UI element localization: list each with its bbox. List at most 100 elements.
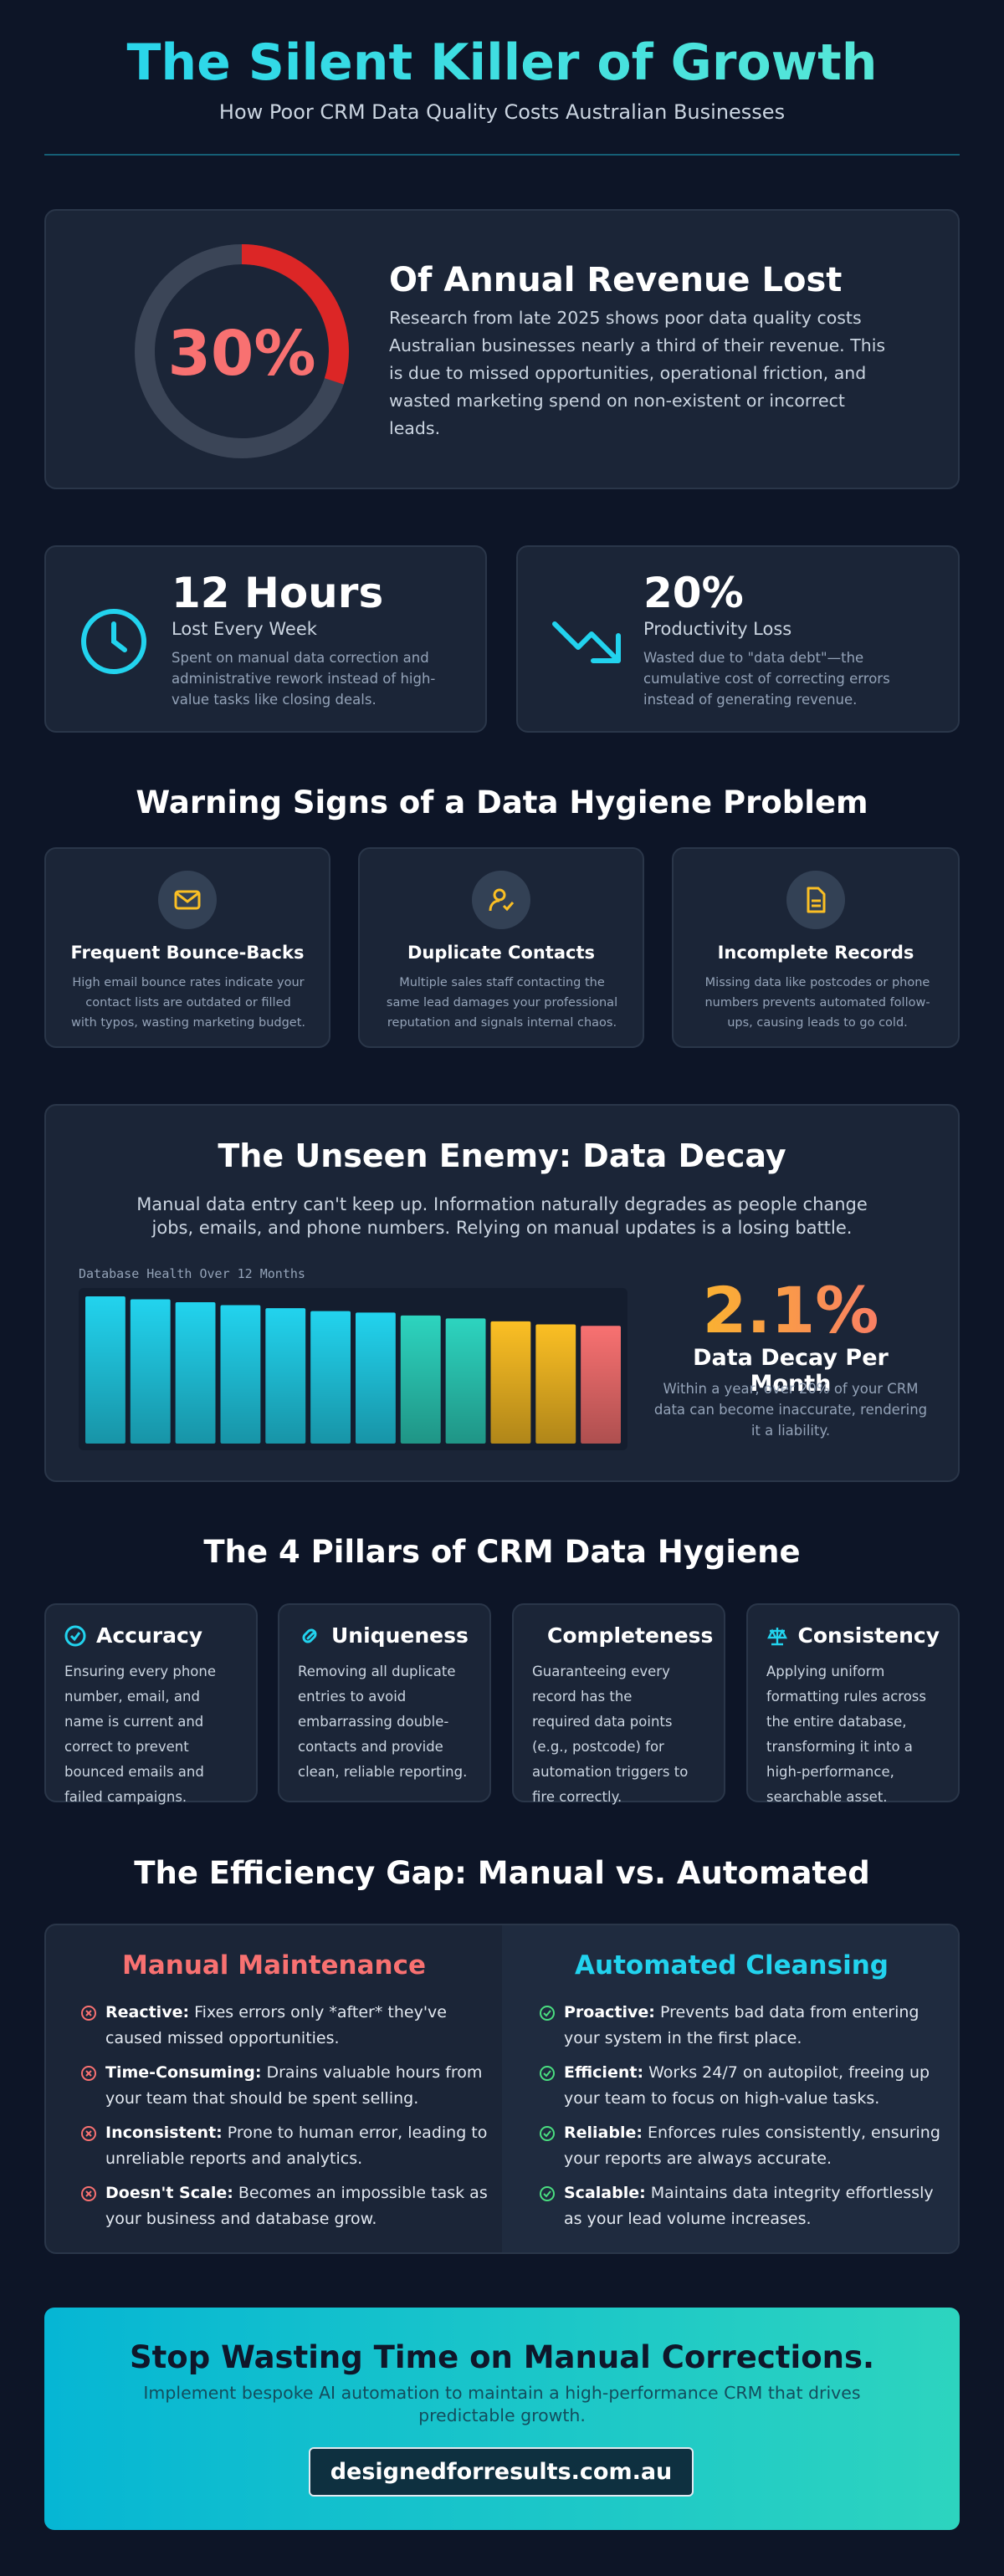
- list-icon: [81, 2066, 96, 2081]
- card-title: Frequent Bounce-Backs: [70, 943, 305, 963]
- decay-card: The Unseen Enemy: Data Decay Manual data…: [44, 1104, 960, 1482]
- item-text: Drains valuable hours from your team tha…: [105, 2063, 483, 2108]
- decoration: [543, 2010, 551, 2017]
- stat-card: 12 Hours Lost Every Week Spent on manual…: [44, 545, 487, 733]
- pillar-text: Applying uniform formatting rules across…: [766, 1664, 926, 1805]
- hero-heading: Of Annual Revenue Lost: [389, 261, 843, 299]
- decoration: [540, 2066, 555, 2081]
- decoration: [64, 1625, 86, 1646]
- decoration: [812, 899, 821, 907]
- icon: [472, 871, 530, 929]
- decoration: [81, 2126, 96, 2141]
- donut-arc: [135, 244, 349, 458]
- bar-shade: [130, 1299, 171, 1444]
- pillar-title: Uniqueness: [331, 1623, 469, 1648]
- bar-shade: [445, 1318, 486, 1444]
- pillar-title: Accuracy: [96, 1623, 203, 1648]
- pillar-card: Consistency Applying uniform formatting …: [746, 1603, 960, 1805]
- pillar-card: Accuracy Ensuring every phone number, em…: [44, 1603, 258, 1805]
- list-item: Reliable: Enforces rules consistently, e…: [540, 2120, 949, 2172]
- decay-title: The Unseen Enemy: Data Decay: [218, 1137, 786, 1174]
- item-text: Enforces rules consistently, ensuring yo…: [564, 2124, 940, 2168]
- bar-shade: [535, 1324, 576, 1444]
- cta-button[interactable]: designedforresults.com.au: [309, 2447, 694, 2497]
- decoration: [543, 2070, 551, 2078]
- decoration: [81, 2186, 96, 2201]
- decoration: [81, 2066, 96, 2081]
- decoration: [493, 888, 506, 902]
- subtitle: How Poor CRM Data Quality Costs Australi…: [218, 100, 786, 124]
- icon: [786, 871, 845, 929]
- item-label: Scalable:: [564, 2184, 646, 2202]
- list-item: Time-Consuming: Drains valuable hours fr…: [81, 2060, 490, 2112]
- card-title: Incomplete Records: [717, 943, 914, 963]
- decoration: [176, 892, 199, 903]
- item-text: Prone to human error, leading to unrelia…: [105, 2124, 488, 2168]
- column-title: Automated Cleansing: [575, 1950, 889, 1981]
- bar-shade: [310, 1311, 351, 1444]
- decoration: [85, 2010, 92, 2016]
- item-text: Prevents bad data from entering your sys…: [564, 2003, 919, 2047]
- decoration: [85, 2190, 92, 2197]
- bar-shade: [265, 1308, 306, 1444]
- decoration: [552, 621, 621, 663]
- warning-card: Frequent Bounce-Backs High email bounce …: [44, 847, 330, 1048]
- decoration: [543, 2130, 551, 2138]
- title: The Silent Killer of Growth: [0, 33, 1004, 92]
- stat-label: Lost Every Week: [172, 619, 317, 639]
- bar-shade: [356, 1312, 396, 1444]
- decoration: [302, 1628, 317, 1643]
- section-title: The 4 Pillars of CRM Data Hygiene: [203, 1534, 801, 1570]
- bar-shade: [85, 1296, 126, 1444]
- item-label: Reliable:: [564, 2124, 643, 2142]
- donut: [135, 244, 349, 458]
- compare-card: Manual Maintenance Automated Cleansing R…: [44, 1924, 960, 2254]
- bar-shade: [400, 1315, 441, 1444]
- decoration: [489, 899, 515, 912]
- pillar-head: Accuracy: [64, 1623, 238, 1648]
- compare-right: [502, 1925, 958, 2252]
- list-item: Inconsistent: Prone to human error, lead…: [81, 2120, 490, 2172]
- pillar-card: Uniqueness Removing all duplicate entrie…: [278, 1603, 491, 1802]
- list-icon: [540, 2006, 555, 2021]
- decoration: [85, 2130, 92, 2137]
- icon: [64, 1625, 86, 1646]
- list-icon: [81, 2126, 96, 2141]
- icon: [158, 871, 217, 929]
- list-icon: [540, 2126, 555, 2141]
- decoration: [540, 2006, 555, 2021]
- card-text: Multiple sales staff contacting the same…: [386, 976, 618, 1030]
- pillar-head: Consistency: [766, 1623, 940, 1648]
- icon: [302, 1628, 317, 1643]
- decay-text: Manual data entry can't keep up. Informa…: [136, 1194, 868, 1238]
- stat-card: 20% Productivity Loss Wasted due to "dat…: [516, 545, 960, 733]
- hero-stat: 30%: [167, 318, 316, 390]
- pillar-text: Guaranteeing every record has the requir…: [532, 1664, 689, 1805]
- stat-label: Productivity Loss: [643, 619, 792, 639]
- bar-shade: [490, 1321, 531, 1444]
- divider: [44, 154, 960, 156]
- list-icon: [540, 2186, 555, 2201]
- card-text: High email bounce rates indicate your co…: [71, 976, 306, 1030]
- item-label: Doesn't Scale:: [105, 2184, 233, 2202]
- item-text: Becomes an impossible task as your busin…: [105, 2184, 488, 2228]
- item-text: Maintains data integrity effortlessly as…: [564, 2184, 934, 2228]
- cta-title: Stop Wasting Time on Manual Corrections.: [129, 2339, 875, 2375]
- list-item: Doesn't Scale: Becomes an impossible tas…: [81, 2180, 490, 2232]
- bar-chart: [79, 1288, 628, 1450]
- decoration: [767, 1627, 787, 1645]
- hero-text: Research from late 2025 shows poor data …: [389, 308, 886, 438]
- bar-shade: [220, 1305, 261, 1444]
- pillar-text: Ensuring every phone number, email, and …: [64, 1664, 216, 1805]
- pillar-head: Completeness: [532, 1623, 713, 1648]
- item-label: Efficient:: [564, 2063, 644, 2082]
- list-icon: [81, 2186, 96, 2201]
- item-label: Proactive:: [564, 2003, 655, 2021]
- pillar-card: Completeness Guaranteeing every record h…: [512, 1603, 725, 1805]
- decoration: [540, 2186, 555, 2201]
- section-title: Warning Signs of a Data Hygiene Problem: [136, 785, 868, 820]
- decoration: [81, 609, 146, 674]
- list-item: Efficient: Works 24/7 on autopilot, free…: [540, 2060, 949, 2112]
- column-title: Manual Maintenance: [121, 1950, 426, 1981]
